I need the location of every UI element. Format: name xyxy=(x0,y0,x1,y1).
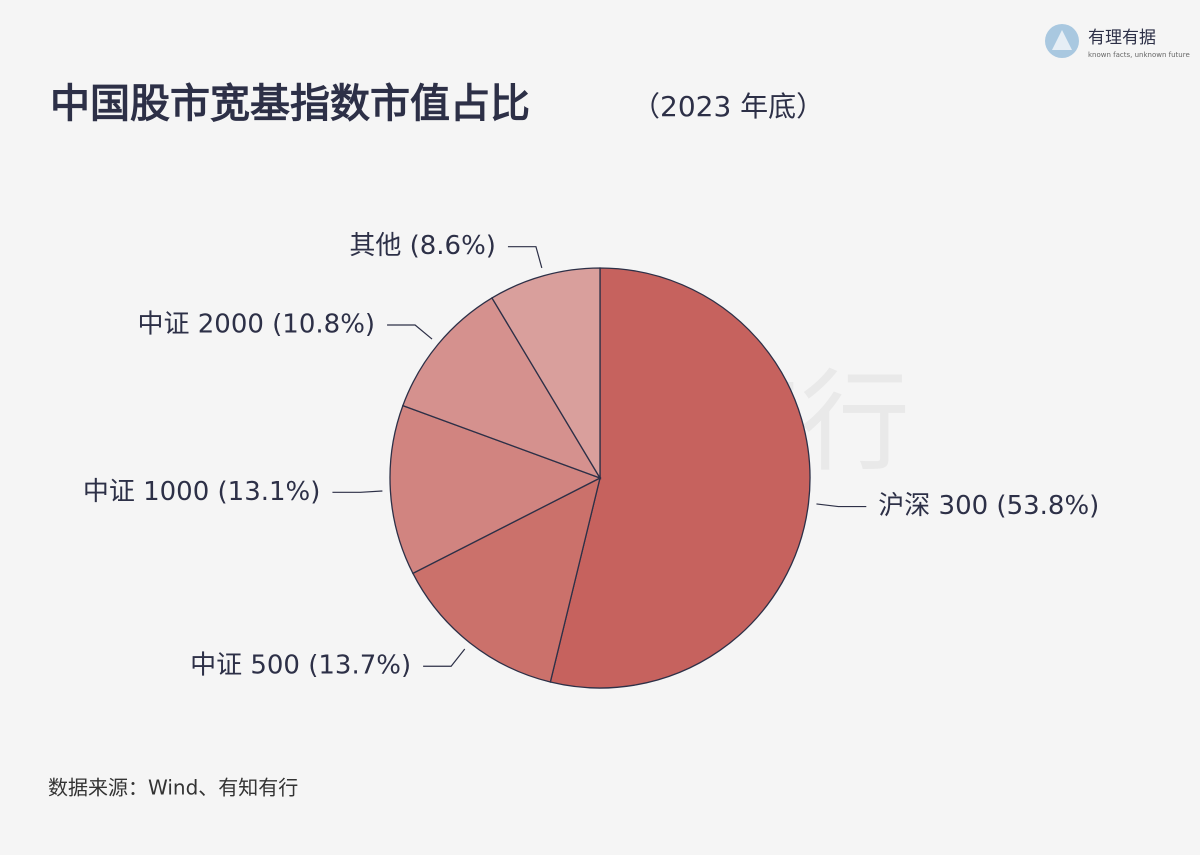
source-note: 数据来源：Wind、有知有行 xyxy=(48,776,298,800)
slice-label: 中证 1000 (13.1%) xyxy=(83,477,321,507)
leader-line xyxy=(387,324,433,340)
slice-label: 其他 (8.6%) xyxy=(349,231,496,261)
slice-label: 中证 500 (13.7%) xyxy=(190,651,411,681)
chart-title: 中国股市宽基指数市值占比 xyxy=(50,81,530,127)
logo-name: 有理有据 xyxy=(1088,28,1156,48)
leader-line xyxy=(423,648,466,667)
logo: 有理有据 known facts, unknown future xyxy=(1045,24,1190,59)
leader-line xyxy=(816,503,867,508)
pie-slice xyxy=(549,267,811,689)
pie-slice xyxy=(491,267,601,481)
logo-icon-shape xyxy=(1052,30,1072,50)
slice-label: 中证 2000 (10.8%) xyxy=(137,310,375,340)
pie-slice xyxy=(389,404,602,575)
slice-label: 沪深 300 (53.8%) xyxy=(878,491,1099,521)
leader-line xyxy=(507,246,543,269)
chart-subtitle: （2023 年底） xyxy=(632,90,824,123)
pie-slice xyxy=(402,297,602,480)
pie-slice xyxy=(412,476,601,683)
leader-line xyxy=(332,490,383,493)
logo-tagline: known facts, unknown future xyxy=(1088,51,1190,59)
